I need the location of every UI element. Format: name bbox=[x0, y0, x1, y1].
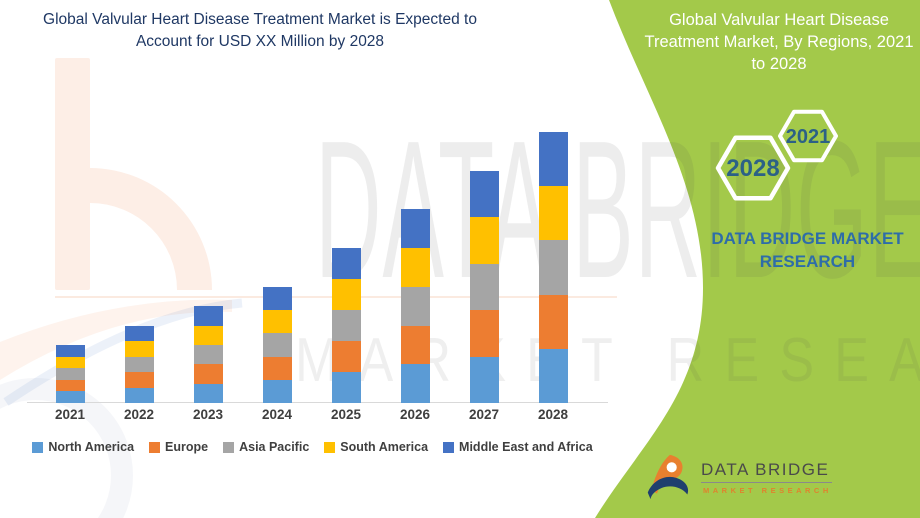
bar-2027-segment-north-america bbox=[469, 356, 499, 403]
bar-2024-segment-south-america bbox=[262, 310, 292, 334]
bar-2023 bbox=[193, 306, 223, 403]
hexagon-2028-label: 2028 bbox=[726, 155, 779, 182]
bar-2021 bbox=[55, 344, 85, 403]
brand-text-watermark-row2: MARKET RESEARCH bbox=[295, 326, 920, 395]
bar-2023-segment-asia-pacific bbox=[193, 344, 223, 365]
hexagon-2021-label: 2021 bbox=[786, 126, 831, 148]
legend-label-south-america: South America bbox=[340, 440, 429, 454]
bar-2025-segment-europe bbox=[331, 341, 361, 372]
bar-2023-segment-europe bbox=[193, 364, 223, 384]
bar-2022-segment-middle-east-and-africa bbox=[124, 325, 154, 341]
data-bridge-logo-icon bbox=[647, 454, 689, 500]
x-axis-line bbox=[27, 402, 608, 403]
footer-logo-text: DATA BRIDGE MARKET RESEARCH bbox=[701, 460, 832, 495]
legend-swatch-europe bbox=[149, 441, 161, 453]
x-axis-label-2025: 2025 bbox=[330, 407, 362, 422]
bar-2027 bbox=[469, 170, 499, 403]
bar-2023-segment-south-america bbox=[193, 325, 223, 345]
bar-2022 bbox=[124, 325, 154, 403]
bar-2028-segment-north-america bbox=[538, 348, 568, 403]
bar-2024-segment-north-america bbox=[262, 379, 292, 403]
legend-item-europe: Europe bbox=[149, 440, 208, 454]
bar-2028-segment-asia-pacific bbox=[538, 240, 568, 295]
bar-2022-segment-asia-pacific bbox=[124, 356, 154, 372]
legend-label-europe: Europe bbox=[165, 440, 209, 454]
legend-item-middle-east-and-africa: Middle East and Africa bbox=[443, 440, 593, 454]
bar-2023-segment-middle-east-and-africa bbox=[193, 306, 223, 326]
bar-2026-segment-asia-pacific bbox=[400, 286, 430, 326]
bar-2021-segment-south-america bbox=[55, 356, 85, 369]
chart-legend: North America Europe Asia Pacific South Ame… bbox=[30, 440, 595, 454]
bar-2021-segment-middle-east-and-africa bbox=[55, 344, 85, 357]
footer-logo-subtitle: MARKET RESEARCH bbox=[703, 485, 832, 495]
legend-label-asia-pacific: Asia Pacific bbox=[239, 440, 310, 454]
bar-2026 bbox=[400, 209, 430, 403]
x-axis-label-2027: 2027 bbox=[468, 407, 500, 422]
bar-2025-segment-north-america bbox=[331, 372, 361, 403]
bar-2028-segment-europe bbox=[538, 294, 568, 349]
panel-title: Global Valvular Heart Disease Treatment … bbox=[644, 11, 914, 73]
legend-item-asia-pacific: Asia Pacific bbox=[223, 440, 309, 454]
x-axis-label-2028: 2028 bbox=[537, 407, 569, 422]
bar-2024-segment-asia-pacific bbox=[262, 333, 292, 357]
bar-2028-segment-middle-east-and-africa bbox=[538, 131, 568, 186]
bar-2027-segment-south-america bbox=[469, 217, 499, 264]
legend-label-middle-east-and-africa: Middle East and Africa bbox=[459, 440, 593, 454]
legend-item-south-america: South America bbox=[324, 440, 428, 454]
bar-2024-segment-europe bbox=[262, 356, 292, 380]
legend-swatch-south-america bbox=[324, 441, 336, 453]
bar-2028-segment-south-america bbox=[538, 186, 568, 241]
bar-2022-segment-europe bbox=[124, 372, 154, 388]
bar-2025-segment-middle-east-and-africa bbox=[331, 248, 361, 279]
bar-2027-segment-middle-east-and-africa bbox=[469, 170, 499, 217]
bar-2022-segment-north-america bbox=[124, 387, 154, 403]
bar-2022-segment-south-america bbox=[124, 341, 154, 357]
hexagon-2021 bbox=[778, 109, 838, 163]
bar-2026-segment-europe bbox=[400, 325, 430, 365]
bar-2024-segment-middle-east-and-africa bbox=[262, 286, 292, 310]
hexagon-2028 bbox=[715, 135, 791, 201]
bar-2026-segment-north-america bbox=[400, 364, 430, 403]
bar-2026-segment-middle-east-and-africa bbox=[400, 209, 430, 248]
x-axis-label-2026: 2026 bbox=[399, 407, 431, 422]
bar-2023-segment-north-america bbox=[193, 383, 223, 403]
legend-item-north-america: North America bbox=[32, 440, 134, 454]
footer-logo: DATA BRIDGE MARKET RESEARCH bbox=[645, 452, 832, 502]
bar-2024 bbox=[262, 286, 292, 403]
bar-2025-segment-south-america bbox=[331, 279, 361, 310]
footer-logo-title: DATA BRIDGE bbox=[701, 460, 832, 483]
bar-2021-segment-north-america bbox=[55, 391, 85, 403]
bar-2028 bbox=[538, 131, 568, 403]
hexagon-badges: 2028 2021 bbox=[715, 109, 838, 201]
bar-2025-segment-asia-pacific bbox=[331, 310, 361, 341]
bar-2027-segment-europe bbox=[469, 310, 499, 357]
x-axis-label-2021: 2021 bbox=[54, 407, 86, 422]
x-axis-label-2023: 2023 bbox=[192, 407, 224, 422]
bar-2027-segment-asia-pacific bbox=[469, 263, 499, 310]
legend-swatch-north-america bbox=[32, 441, 44, 453]
bar-2026-segment-south-america bbox=[400, 248, 430, 287]
bar-2025 bbox=[331, 248, 361, 403]
brand-name: DATA BRIDGE MARKET RESEARCH bbox=[711, 229, 904, 271]
legend-swatch-middle-east-and-africa bbox=[443, 441, 455, 453]
legend-swatch-asia-pacific bbox=[223, 441, 235, 453]
bar-2021-segment-asia-pacific bbox=[55, 368, 85, 380]
x-axis-label-2022: 2022 bbox=[123, 407, 155, 422]
bar-2021-segment-europe bbox=[55, 379, 85, 392]
legend-label-north-america: North America bbox=[48, 440, 135, 454]
chart-headline: Global Valvular Heart Disease Treatment … bbox=[43, 11, 477, 50]
x-axis-label-2024: 2024 bbox=[261, 407, 293, 422]
